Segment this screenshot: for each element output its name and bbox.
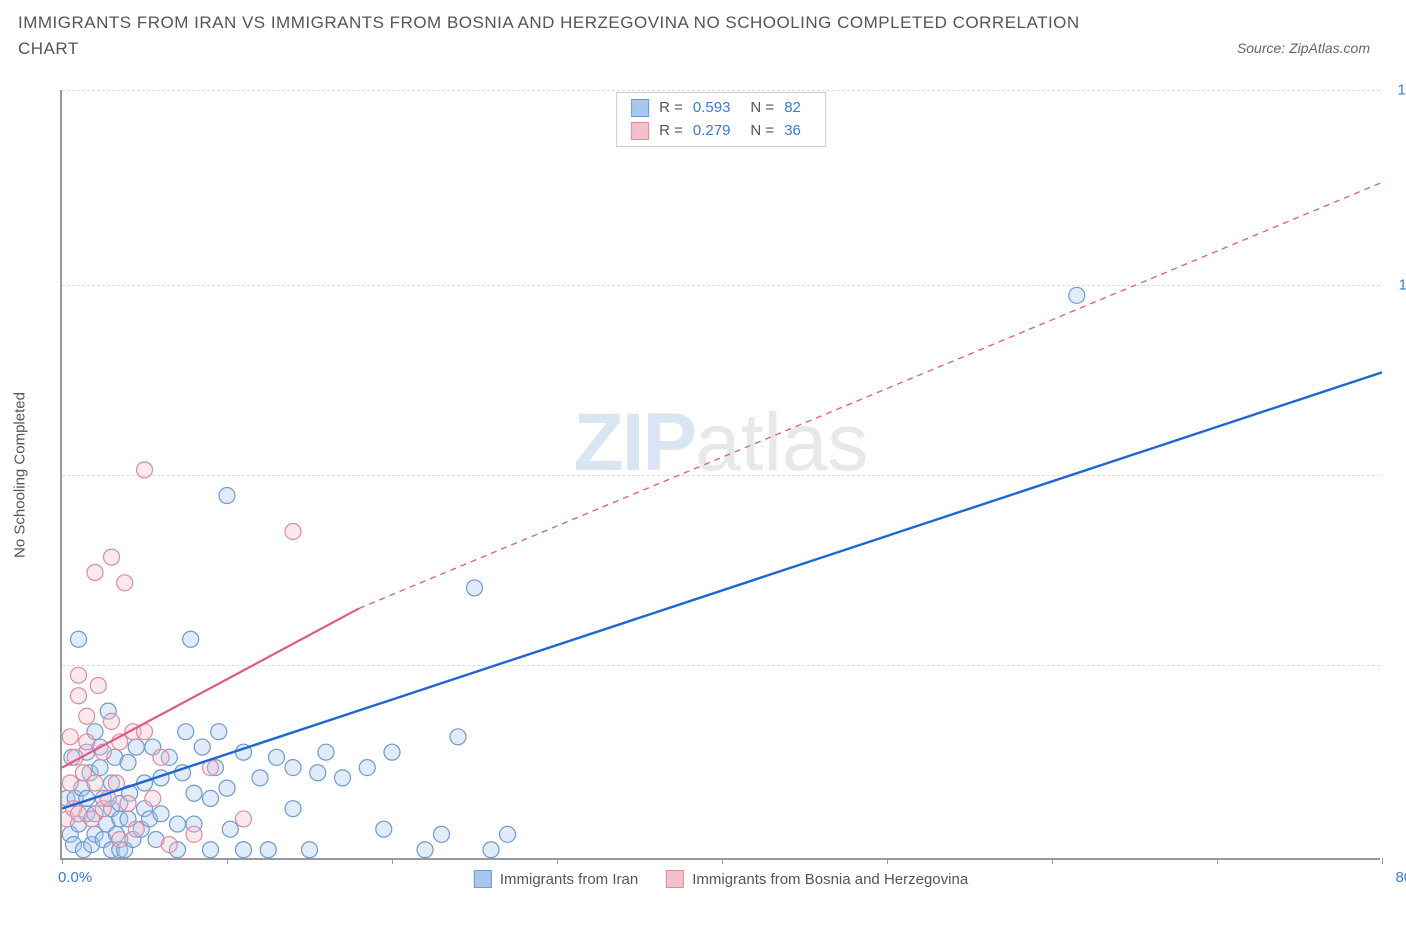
chart-title: IMMIGRANTS FROM IRAN VS IMMIGRANTS FROM … xyxy=(18,10,1118,61)
r-value-iran: 0.593 xyxy=(693,97,731,120)
data-point xyxy=(222,821,238,837)
data-point xyxy=(145,790,161,806)
data-point xyxy=(87,775,103,791)
r-label-2: R = xyxy=(659,120,683,143)
data-point xyxy=(203,842,219,858)
source-label: Source: ZipAtlas.com xyxy=(1237,40,1370,56)
data-point xyxy=(285,523,301,539)
chart-header: IMMIGRANTS FROM IRAN VS IMMIGRANTS FROM … xyxy=(18,10,1388,61)
y-tick-label: 7.5% xyxy=(1385,467,1406,484)
data-point xyxy=(79,734,95,750)
data-point xyxy=(112,831,128,847)
data-point xyxy=(467,580,483,596)
bottom-legend: Immigrants from Iran Immigrants from Bos… xyxy=(474,870,968,888)
scatter-svg xyxy=(62,90,1382,860)
plot-area: 3.8%7.5%11.2%15.0% R = 0.593 N = 82 R = … xyxy=(60,90,1380,860)
data-point xyxy=(153,749,169,765)
y-tick-label: 3.8% xyxy=(1385,656,1406,673)
data-point xyxy=(219,488,235,504)
data-point xyxy=(194,739,210,755)
bottom-legend-iran: Immigrants from Iran xyxy=(474,870,638,888)
data-point xyxy=(62,775,78,791)
legend-row-bosnia: R = 0.279 N = 36 xyxy=(631,120,811,143)
data-point xyxy=(236,811,252,827)
y-tick-label: 15.0% xyxy=(1385,82,1406,99)
data-point xyxy=(79,708,95,724)
data-point xyxy=(183,631,199,647)
y-tick-label: 11.2% xyxy=(1385,277,1406,294)
data-point xyxy=(310,765,326,781)
data-point xyxy=(384,744,400,760)
n-value-iran: 82 xyxy=(784,97,801,120)
data-point xyxy=(359,760,375,776)
swatch-iran-icon xyxy=(631,99,649,117)
data-point xyxy=(252,770,268,786)
x-axis-min: 0.0% xyxy=(58,869,92,886)
data-point xyxy=(137,462,153,478)
data-point xyxy=(161,837,177,853)
data-point xyxy=(236,842,252,858)
data-point xyxy=(302,842,318,858)
data-point xyxy=(90,677,106,693)
data-point xyxy=(500,826,516,842)
x-axis-max: 80.0% xyxy=(1395,869,1406,886)
data-point xyxy=(285,801,301,817)
data-point xyxy=(417,842,433,858)
data-point xyxy=(117,575,133,591)
data-point xyxy=(285,760,301,776)
data-point xyxy=(1069,287,1085,303)
data-point xyxy=(203,790,219,806)
data-point xyxy=(128,739,144,755)
n-label-2: N = xyxy=(750,120,774,143)
data-point xyxy=(62,729,78,745)
x-tick-mark xyxy=(1382,858,1383,864)
data-point xyxy=(335,770,351,786)
data-point xyxy=(120,796,136,812)
bottom-legend-bosnia: Immigrants from Bosnia and Herzegovina xyxy=(666,870,968,888)
stats-legend: R = 0.593 N = 82 R = 0.279 N = 36 xyxy=(616,92,826,147)
data-point xyxy=(92,760,108,776)
trend-line xyxy=(62,372,1382,808)
data-point xyxy=(170,816,186,832)
y-axis-label: No Schooling Completed xyxy=(12,392,29,558)
data-point xyxy=(71,667,87,683)
data-point xyxy=(153,806,169,822)
trend-line xyxy=(359,182,1382,608)
data-point xyxy=(87,565,103,581)
data-point xyxy=(318,744,334,760)
data-point xyxy=(219,780,235,796)
series-label-iran: Immigrants from Iran xyxy=(500,871,638,888)
r-label: R = xyxy=(659,97,683,120)
legend-row-iran: R = 0.593 N = 82 xyxy=(631,97,811,120)
data-point xyxy=(186,826,202,842)
data-point xyxy=(178,724,194,740)
data-point xyxy=(71,631,87,647)
data-point xyxy=(434,826,450,842)
data-point xyxy=(104,713,120,729)
data-point xyxy=(120,754,136,770)
swatch-bosnia-bottom-icon xyxy=(666,870,684,888)
n-value-bosnia: 36 xyxy=(784,120,801,143)
data-point xyxy=(128,821,144,837)
data-point xyxy=(71,688,87,704)
data-point xyxy=(450,729,466,745)
plot-container: No Schooling Completed 3.8%7.5%11.2%15.0… xyxy=(60,90,1380,860)
data-point xyxy=(260,842,276,858)
swatch-iran-bottom-icon xyxy=(474,870,492,888)
data-point xyxy=(269,749,285,765)
data-point xyxy=(376,821,392,837)
data-point xyxy=(104,549,120,565)
r-value-bosnia: 0.279 xyxy=(693,120,731,143)
series-label-bosnia: Immigrants from Bosnia and Herzegovina xyxy=(692,871,968,888)
data-point xyxy=(483,842,499,858)
data-point xyxy=(211,724,227,740)
n-label: N = xyxy=(750,97,774,120)
trend-line xyxy=(62,608,359,767)
swatch-bosnia-icon xyxy=(631,122,649,140)
data-point xyxy=(186,785,202,801)
